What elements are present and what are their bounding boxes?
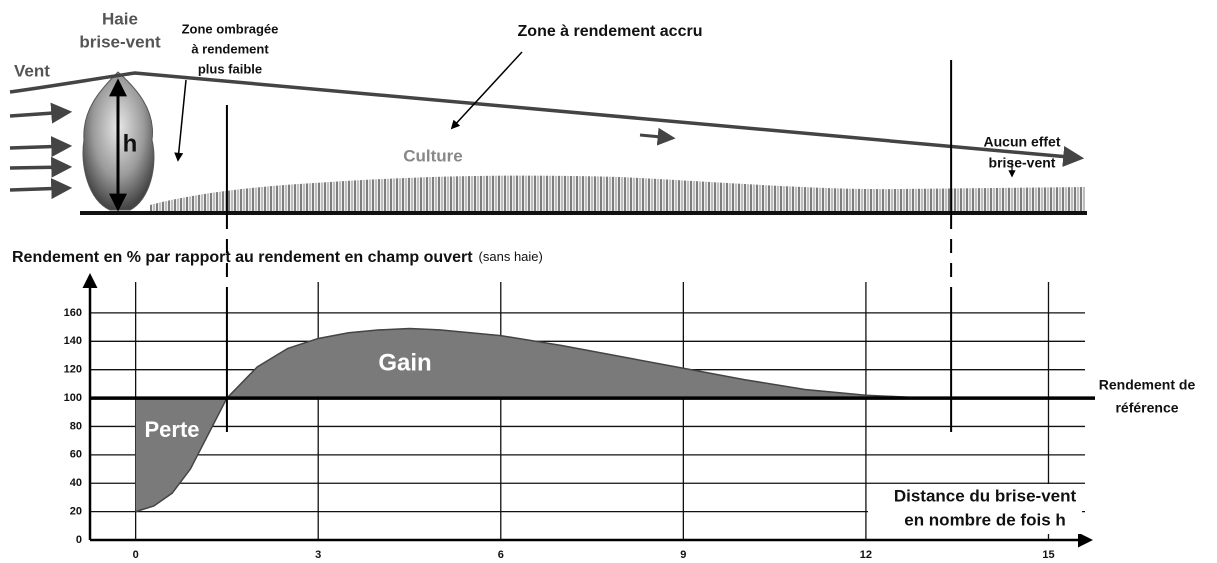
wind-flow-arrow bbox=[639, 127, 676, 146]
y-tick-label: 60 bbox=[70, 449, 82, 461]
gain-label: Gain bbox=[378, 349, 431, 376]
shaded-zone-label: à rendement bbox=[191, 41, 269, 56]
y-label-main: Rendement en % par rapport au rendement … bbox=[12, 249, 473, 266]
wind-flow bbox=[9, 71, 1085, 167]
shaded-zone-label: plus faible bbox=[198, 61, 262, 76]
y-tick-label: 0 bbox=[76, 534, 82, 546]
x-tick-label: 12 bbox=[860, 549, 872, 561]
hedge-label: brise-vent bbox=[79, 32, 161, 51]
y-label-note: (sans haie) bbox=[479, 249, 543, 264]
y-tick-label: 20 bbox=[70, 506, 82, 518]
loss-label: Perte bbox=[144, 417, 199, 442]
x-tick-label: 15 bbox=[1042, 549, 1054, 561]
reference-label: référence bbox=[1115, 400, 1178, 416]
wind-arrows bbox=[9, 102, 73, 200]
pointer bbox=[174, 79, 187, 162]
hedge-label: Haie bbox=[102, 9, 138, 28]
x-axis-label: en nombre de fois h bbox=[904, 510, 1066, 529]
wind-arrow bbox=[9, 102, 73, 124]
height-label: h bbox=[123, 130, 138, 157]
no-effect-label: brise-vent bbox=[989, 155, 1056, 171]
no-effect-label: Aucun effet bbox=[984, 134, 1061, 150]
chart: 0 20 40 60 80 100 120 140 160 0 3 6 9 12 15 Gain Perte Re… bbox=[64, 273, 1196, 561]
yield-curve bbox=[135, 327, 952, 513]
x-tick-label: 3 bbox=[315, 549, 321, 561]
y-tick-label: 100 bbox=[64, 392, 82, 404]
pointer bbox=[450, 51, 523, 130]
y-axis-label: Rendement en % par rapport au rendement … bbox=[12, 249, 543, 266]
x-tick-label: 9 bbox=[680, 549, 686, 561]
y-tick-label: 80 bbox=[70, 420, 82, 432]
x-tick-label: 6 bbox=[498, 549, 504, 561]
x-axis-label: Distance du brise-vent bbox=[894, 486, 1077, 505]
wind-label: Vent bbox=[14, 61, 50, 80]
x-tick-label: 0 bbox=[133, 549, 139, 561]
x-label-box bbox=[868, 484, 1082, 534]
wind-arrow bbox=[9, 156, 73, 178]
y-tick-label: 160 bbox=[64, 307, 82, 319]
gain-loss-fill bbox=[135, 328, 952, 512]
increased-zone-label: Zone à rendement accru bbox=[518, 23, 703, 40]
crop-label: Culture bbox=[403, 146, 463, 165]
y-tick-label: 120 bbox=[64, 364, 82, 376]
wind-arrow bbox=[9, 136, 73, 158]
shaded-zone-label: Zone ombragée bbox=[182, 21, 279, 36]
wind-arrow bbox=[9, 178, 73, 200]
y-tick-label: 40 bbox=[70, 477, 82, 489]
crop-field bbox=[150, 175, 1085, 213]
y-tick-label: 140 bbox=[64, 335, 82, 347]
reference-label: Rendement de bbox=[1099, 377, 1196, 393]
